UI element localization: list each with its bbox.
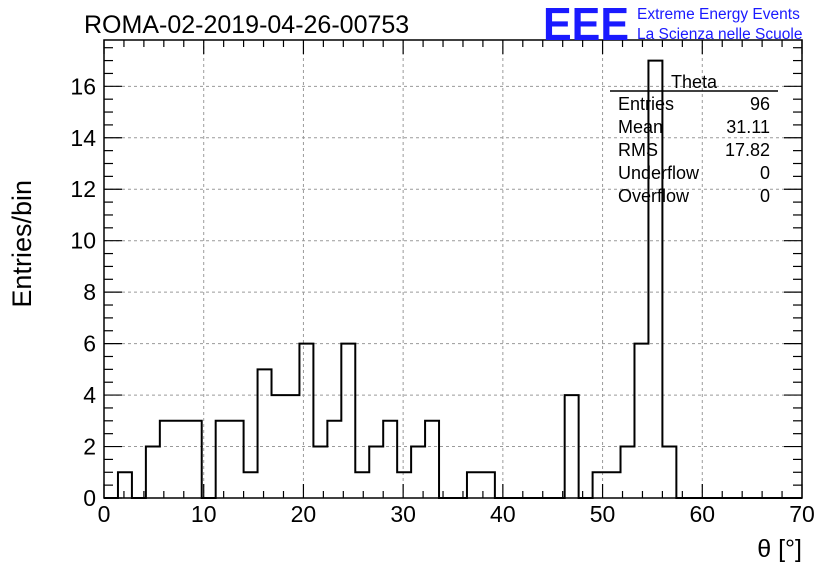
- stats-label: RMS: [618, 140, 658, 160]
- run-title: ROMA-02-2019-04-26-00753: [84, 11, 409, 39]
- y-tick-label: 16: [70, 73, 96, 99]
- stats-value: 96: [750, 94, 770, 114]
- plot-frame: [103, 39, 803, 499]
- stats-box-title: Theta: [671, 72, 718, 92]
- histogram-line: [104, 59, 802, 499]
- x-tick-label: 30: [390, 501, 416, 527]
- grid: [104, 40, 802, 498]
- y-tick-label: 2: [83, 434, 96, 460]
- y-tick-label: 14: [70, 125, 96, 151]
- y-tick-label: 0: [83, 485, 96, 511]
- x-tick-labels: 0 10 20 30 40 50 60 70: [98, 501, 815, 527]
- project-subtitle: La Scienza nelle Scuole: [637, 26, 802, 43]
- y-tick-label: 8: [83, 279, 96, 305]
- x-tick-label: 70: [789, 501, 815, 527]
- stats-label: Entries: [618, 94, 674, 114]
- y-tick-label: 4: [83, 382, 96, 408]
- stats-label: Underflow: [618, 163, 700, 183]
- stats-value: 0: [760, 186, 770, 206]
- y-tick-label: 12: [70, 176, 96, 202]
- stats-value: 31.11: [726, 117, 770, 137]
- stats-value: 0: [760, 163, 770, 183]
- project-name: Extreme Energy Events: [637, 6, 800, 23]
- stats-label: Mean: [618, 117, 663, 137]
- x-tick-label: 40: [490, 501, 516, 527]
- stats-label: Overflow: [618, 186, 690, 206]
- y-tick-label: 6: [83, 331, 96, 357]
- x-axis-label: θ [°]: [757, 535, 802, 563]
- stats-rows: Entries 96 Mean 31.11 RMS 17.82 Underflow 0 Over…: [618, 94, 770, 206]
- stats-box: Theta Entries 96 Mean 31.11 RMS 17.82 Underflo…: [610, 72, 778, 206]
- x-tick-label: 0: [98, 501, 111, 527]
- eee-logo: EEE: [543, 0, 629, 50]
- x-tick-label: 60: [689, 501, 715, 527]
- x-tick-label: 10: [191, 501, 217, 527]
- y-axis-label: Entries/bin: [7, 180, 37, 308]
- y-tick-labels: 0 2 4 6 8 10 12 14 16: [70, 73, 96, 511]
- x-tick-label: 20: [291, 501, 317, 527]
- y-tick-label: 10: [70, 228, 96, 254]
- x-tick-label: 50: [590, 501, 616, 527]
- stats-value: 17.82: [725, 140, 770, 160]
- axis-ticks: [103, 40, 803, 499]
